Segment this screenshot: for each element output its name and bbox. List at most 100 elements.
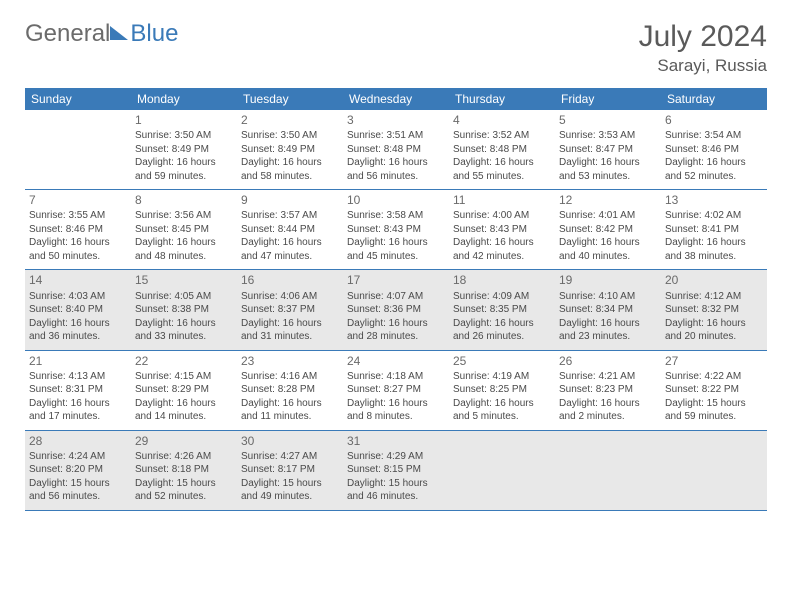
day-cell: 26Sunrise: 4:21 AMSunset: 8:23 PMDayligh… [555, 351, 661, 430]
flag-icon [110, 26, 128, 40]
day-info-line: Sunset: 8:48 PM [347, 143, 445, 157]
day-info-line: Sunrise: 4:05 AM [135, 290, 233, 304]
day-info-line: Sunset: 8:23 PM [559, 383, 657, 397]
day-cell: 25Sunrise: 4:19 AMSunset: 8:25 PMDayligh… [449, 351, 555, 430]
day-info-line: Daylight: 16 hours [665, 317, 763, 331]
day-info-line: Daylight: 15 hours [135, 477, 233, 491]
day-info-line: and 33 minutes. [135, 330, 233, 344]
day-info-line: Daylight: 16 hours [29, 236, 127, 250]
day-info-line: Sunrise: 3:57 AM [241, 209, 339, 223]
day-info-line: Sunset: 8:36 PM [347, 303, 445, 317]
calendar-grid: SundayMondayTuesdayWednesdayThursdayFrid… [25, 88, 767, 511]
day-cell: 28Sunrise: 4:24 AMSunset: 8:20 PMDayligh… [25, 431, 131, 510]
day-info-line: Sunset: 8:46 PM [29, 223, 127, 237]
day-number: 23 [241, 353, 339, 369]
day-number: 4 [453, 112, 551, 128]
day-info-line: Daylight: 16 hours [665, 236, 763, 250]
day-info-line: Daylight: 16 hours [347, 397, 445, 411]
day-info-line: and 52 minutes. [135, 490, 233, 504]
day-cell: 31Sunrise: 4:29 AMSunset: 8:15 PMDayligh… [343, 431, 449, 510]
day-info-line: and 11 minutes. [241, 410, 339, 424]
day-info-line: Sunset: 8:43 PM [453, 223, 551, 237]
day-info-line: and 8 minutes. [347, 410, 445, 424]
day-info-line: Sunrise: 4:01 AM [559, 209, 657, 223]
day-info-line: and 58 minutes. [241, 170, 339, 184]
day-number: 18 [453, 272, 551, 288]
weekday-header: Sunday [25, 88, 131, 110]
day-info-line: Daylight: 16 hours [29, 317, 127, 331]
day-info-line: Daylight: 16 hours [453, 156, 551, 170]
day-info-line: and 31 minutes. [241, 330, 339, 344]
day-number: 16 [241, 272, 339, 288]
day-info-line: Sunset: 8:37 PM [241, 303, 339, 317]
day-info-line: Daylight: 16 hours [241, 236, 339, 250]
day-info-line: and 20 minutes. [665, 330, 763, 344]
day-info-line: and 49 minutes. [241, 490, 339, 504]
day-number: 9 [241, 192, 339, 208]
day-info-line: Daylight: 16 hours [453, 397, 551, 411]
day-cell: 30Sunrise: 4:27 AMSunset: 8:17 PMDayligh… [237, 431, 343, 510]
day-cell: 27Sunrise: 4:22 AMSunset: 8:22 PMDayligh… [661, 351, 767, 430]
day-number: 6 [665, 112, 763, 128]
day-info-line: and 26 minutes. [453, 330, 551, 344]
day-info-line: and 45 minutes. [347, 250, 445, 264]
logo-text-1: General [25, 20, 110, 48]
location: Sarayi, Russia [639, 56, 767, 76]
day-info-line: Sunrise: 4:29 AM [347, 450, 445, 464]
day-cell [449, 431, 555, 510]
month-year: July 2024 [639, 20, 767, 54]
day-info-line: and 5 minutes. [453, 410, 551, 424]
day-info-line: Sunrise: 4:13 AM [29, 370, 127, 384]
day-info-line: and 56 minutes. [347, 170, 445, 184]
day-cell: 21Sunrise: 4:13 AMSunset: 8:31 PMDayligh… [25, 351, 131, 430]
day-info-line: and 2 minutes. [559, 410, 657, 424]
day-info-line: Sunrise: 3:50 AM [241, 129, 339, 143]
day-info-line: Sunrise: 4:15 AM [135, 370, 233, 384]
day-cell: 20Sunrise: 4:12 AMSunset: 8:32 PMDayligh… [661, 270, 767, 349]
day-number: 15 [135, 272, 233, 288]
day-info-line: and 46 minutes. [347, 490, 445, 504]
day-info-line: and 59 minutes. [135, 170, 233, 184]
day-cell: 6Sunrise: 3:54 AMSunset: 8:46 PMDaylight… [661, 110, 767, 189]
day-cell: 23Sunrise: 4:16 AMSunset: 8:28 PMDayligh… [237, 351, 343, 430]
day-info-line: Daylight: 16 hours [241, 156, 339, 170]
day-number: 17 [347, 272, 445, 288]
day-cell: 17Sunrise: 4:07 AMSunset: 8:36 PMDayligh… [343, 270, 449, 349]
day-info-line: and 55 minutes. [453, 170, 551, 184]
title-block: July 2024 Sarayi, Russia [639, 20, 767, 76]
day-cell: 8Sunrise: 3:56 AMSunset: 8:45 PMDaylight… [131, 190, 237, 269]
day-info-line: Sunrise: 3:58 AM [347, 209, 445, 223]
day-info-line: Sunrise: 4:16 AM [241, 370, 339, 384]
day-info-line: Sunset: 8:49 PM [135, 143, 233, 157]
day-number: 13 [665, 192, 763, 208]
week-row: 21Sunrise: 4:13 AMSunset: 8:31 PMDayligh… [25, 351, 767, 431]
day-info-line: Sunset: 8:20 PM [29, 463, 127, 477]
day-info-line: Sunrise: 4:03 AM [29, 290, 127, 304]
day-info-line: Daylight: 15 hours [29, 477, 127, 491]
day-info-line: Sunrise: 4:19 AM [453, 370, 551, 384]
day-info-line: and 38 minutes. [665, 250, 763, 264]
day-info-line: Sunset: 8:27 PM [347, 383, 445, 397]
day-info-line: Daylight: 16 hours [665, 156, 763, 170]
weekday-header: Wednesday [343, 88, 449, 110]
weekday-header: Thursday [449, 88, 555, 110]
day-info-line: Sunrise: 4:18 AM [347, 370, 445, 384]
day-info-line: Sunrise: 4:10 AM [559, 290, 657, 304]
day-number: 31 [347, 433, 445, 449]
day-cell: 22Sunrise: 4:15 AMSunset: 8:29 PMDayligh… [131, 351, 237, 430]
day-info-line: Daylight: 16 hours [347, 156, 445, 170]
day-info-line: Sunset: 8:47 PM [559, 143, 657, 157]
day-info-line: and 28 minutes. [347, 330, 445, 344]
day-cell: 12Sunrise: 4:01 AMSunset: 8:42 PMDayligh… [555, 190, 661, 269]
day-number: 3 [347, 112, 445, 128]
weeks-container: 1 Sunrise: 3:50 AM Sunset: 8:49 PM Daylight… [25, 110, 767, 511]
day-number: 1 [135, 112, 233, 128]
day-info-line: Sunset: 8:17 PM [241, 463, 339, 477]
day-cell: 16Sunrise: 4:06 AMSunset: 8:37 PMDayligh… [237, 270, 343, 349]
day-info-line: Sunrise: 4:00 AM [453, 209, 551, 223]
day-cell: 11Sunrise: 4:00 AMSunset: 8:43 PMDayligh… [449, 190, 555, 269]
day-info-line: Sunset: 8:45 PM [135, 223, 233, 237]
day-cell: 14Sunrise: 4:03 AMSunset: 8:40 PMDayligh… [25, 270, 131, 349]
day-info-line: Sunset: 8:22 PM [665, 383, 763, 397]
day-info-line: and 52 minutes. [665, 170, 763, 184]
